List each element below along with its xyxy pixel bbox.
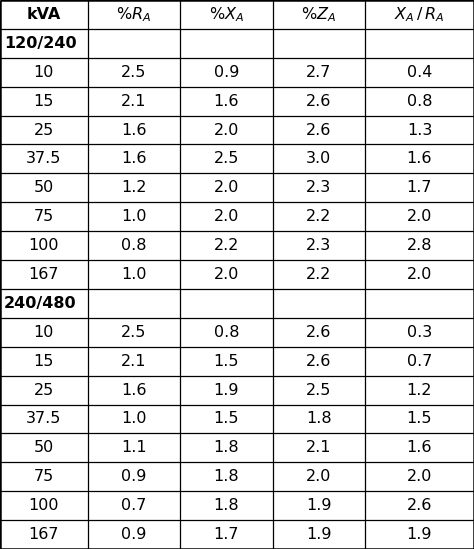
Text: 1.8: 1.8	[213, 469, 239, 484]
Text: 1.6: 1.6	[121, 152, 146, 166]
Text: 167: 167	[28, 527, 59, 542]
Text: 2.3: 2.3	[306, 180, 331, 195]
Text: 2.6: 2.6	[306, 94, 331, 109]
Text: 2.0: 2.0	[306, 469, 331, 484]
Text: 1.8: 1.8	[213, 498, 239, 513]
Text: 1.1: 1.1	[121, 440, 147, 455]
Text: 1.8: 1.8	[306, 411, 332, 427]
Text: 2.6: 2.6	[306, 354, 331, 369]
Text: 0.9: 0.9	[214, 65, 239, 80]
Text: 37.5: 37.5	[26, 152, 62, 166]
Text: 1.9: 1.9	[306, 527, 331, 542]
Text: 1.0: 1.0	[121, 209, 146, 224]
Text: 2.5: 2.5	[306, 383, 331, 397]
Text: 0.8: 0.8	[121, 238, 146, 253]
Text: $\%R_A$: $\%R_A$	[116, 5, 152, 24]
Text: 1.6: 1.6	[121, 122, 146, 138]
Text: 100: 100	[28, 498, 59, 513]
Text: 2.0: 2.0	[214, 209, 239, 224]
Text: 120/240: 120/240	[4, 36, 76, 51]
Text: 2.1: 2.1	[306, 440, 331, 455]
Text: 75: 75	[34, 209, 54, 224]
Text: 3.0: 3.0	[306, 152, 331, 166]
Text: kVA: kVA	[27, 7, 61, 22]
Text: 1.9: 1.9	[407, 527, 432, 542]
Text: 0.4: 0.4	[407, 65, 432, 80]
Text: 2.2: 2.2	[214, 238, 239, 253]
Text: 167: 167	[28, 267, 59, 282]
Text: 1.9: 1.9	[214, 383, 239, 397]
Text: 0.7: 0.7	[121, 498, 146, 513]
Text: 2.1: 2.1	[121, 354, 146, 369]
Text: 2.5: 2.5	[121, 325, 146, 340]
Text: 2.5: 2.5	[214, 152, 239, 166]
Text: 2.7: 2.7	[306, 65, 331, 80]
Text: 1.0: 1.0	[121, 267, 146, 282]
Text: 1.6: 1.6	[407, 440, 432, 455]
Text: 1.6: 1.6	[214, 94, 239, 109]
Text: 1.5: 1.5	[407, 411, 432, 427]
Text: 1.3: 1.3	[407, 122, 432, 138]
Text: 1.9: 1.9	[306, 498, 331, 513]
Text: 1.2: 1.2	[121, 180, 146, 195]
Text: 2.0: 2.0	[407, 267, 432, 282]
Text: 2.3: 2.3	[306, 238, 331, 253]
Text: 1.7: 1.7	[214, 527, 239, 542]
Text: 1.7: 1.7	[407, 180, 432, 195]
Text: 2.0: 2.0	[214, 267, 239, 282]
Text: 0.8: 0.8	[407, 94, 432, 109]
Text: 2.2: 2.2	[306, 267, 331, 282]
Text: $\%Z_A$: $\%Z_A$	[301, 5, 336, 24]
Text: 15: 15	[34, 354, 54, 369]
Text: 1.8: 1.8	[213, 440, 239, 455]
Text: 2.6: 2.6	[306, 122, 331, 138]
Text: 2.6: 2.6	[306, 325, 331, 340]
Text: 2.5: 2.5	[121, 65, 146, 80]
Text: 50: 50	[34, 180, 54, 195]
Text: 1.0: 1.0	[121, 411, 146, 427]
Text: 0.7: 0.7	[407, 354, 432, 369]
Text: 2.1: 2.1	[121, 94, 146, 109]
Text: 100: 100	[28, 238, 59, 253]
Text: 10: 10	[34, 325, 54, 340]
Text: $X_A\,/\,R_A$: $X_A\,/\,R_A$	[394, 5, 445, 24]
Text: 2.0: 2.0	[214, 122, 239, 138]
Text: 2.6: 2.6	[407, 498, 432, 513]
Text: 25: 25	[34, 383, 54, 397]
Text: 1.6: 1.6	[121, 383, 146, 397]
Text: 25: 25	[34, 122, 54, 138]
Text: 0.3: 0.3	[407, 325, 432, 340]
Text: $\%X_A$: $\%X_A$	[209, 5, 244, 24]
Text: 2.2: 2.2	[306, 209, 331, 224]
Text: 37.5: 37.5	[26, 411, 62, 427]
Text: 0.9: 0.9	[121, 527, 146, 542]
Text: 2.8: 2.8	[407, 238, 432, 253]
Text: 10: 10	[34, 65, 54, 80]
Text: 240/480: 240/480	[4, 296, 76, 311]
Text: 2.0: 2.0	[407, 209, 432, 224]
Text: 1.6: 1.6	[407, 152, 432, 166]
Text: 0.9: 0.9	[121, 469, 146, 484]
Text: 2.0: 2.0	[214, 180, 239, 195]
Text: 15: 15	[34, 94, 54, 109]
Text: 2.0: 2.0	[407, 469, 432, 484]
Text: 0.8: 0.8	[214, 325, 239, 340]
Text: 75: 75	[34, 469, 54, 484]
Text: 1.5: 1.5	[214, 354, 239, 369]
Text: 1.5: 1.5	[214, 411, 239, 427]
Text: 50: 50	[34, 440, 54, 455]
Text: 1.2: 1.2	[407, 383, 432, 397]
